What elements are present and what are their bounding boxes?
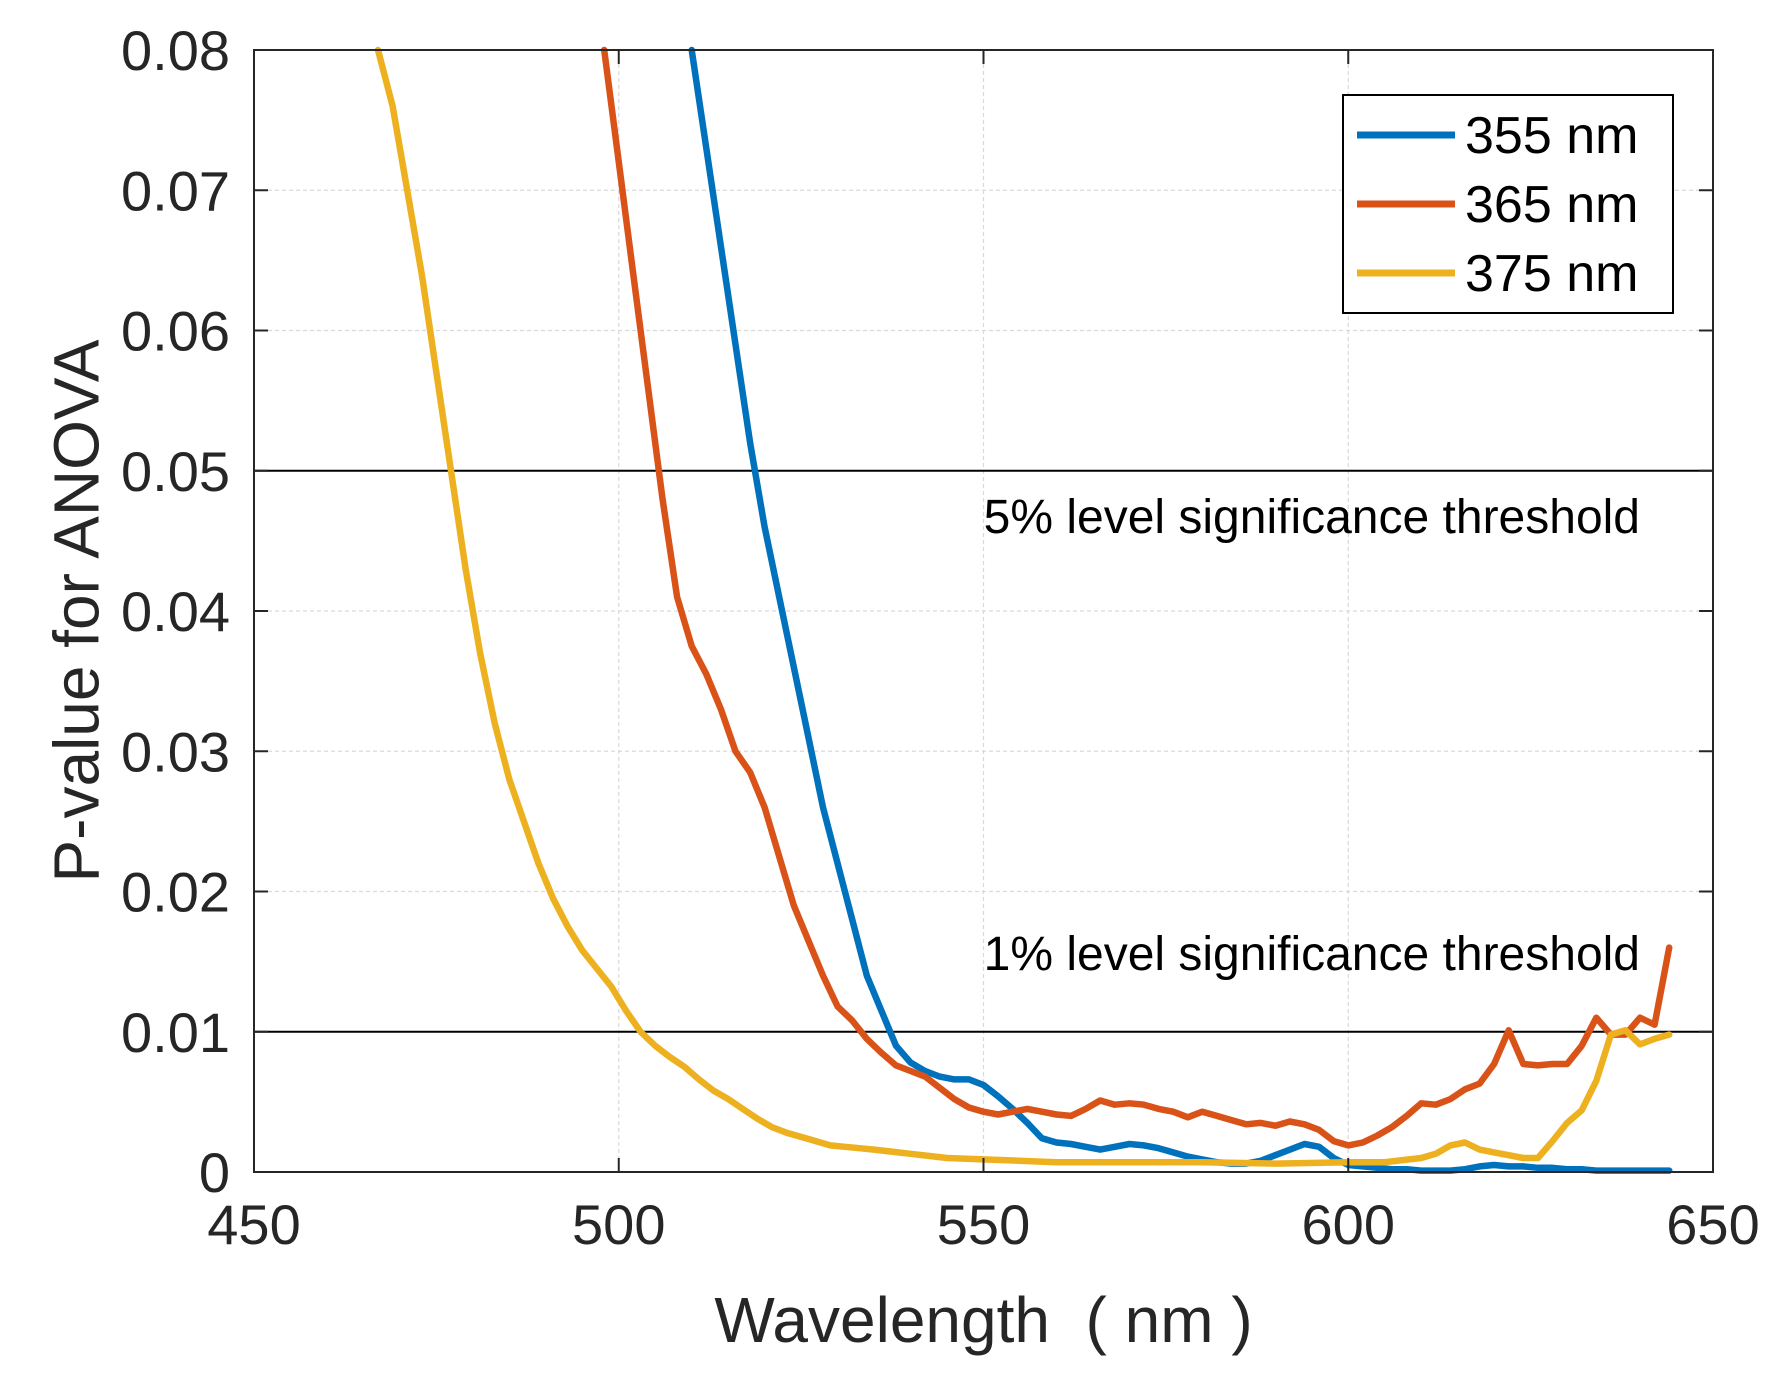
threshold-lines <box>254 469 1713 1033</box>
y-tick-label: 0 <box>199 1141 230 1204</box>
x-tick-label: 550 <box>937 1193 1030 1256</box>
y-tick-label: 0.03 <box>121 720 230 783</box>
y-tick-label: 0.08 <box>121 19 230 82</box>
y-tick-label: 0.04 <box>121 580 230 643</box>
axis-ticks <box>253 49 1714 1173</box>
x-tick-label: 650 <box>1666 1193 1759 1256</box>
x-tick-label: 450 <box>207 1193 300 1256</box>
y-tick-label: 0.06 <box>121 300 230 363</box>
y-tick-label: 0.07 <box>121 159 230 222</box>
y-axis-title: P-value for ANOVA <box>40 339 112 882</box>
x-axis-title: Wavelength ( nm ) <box>714 1284 1252 1356</box>
threshold-label: 1% level significance threshold <box>984 928 1640 981</box>
series-line-355-nm <box>688 46 1673 1174</box>
series-line-375-nm <box>374 46 1673 1167</box>
x-tick-label: 500 <box>572 1193 665 1256</box>
threshold-label: 5% level significance threshold <box>984 491 1640 544</box>
legend: 355 nm 365 nm 375 nm <box>1342 94 1674 314</box>
series-lines <box>374 46 1673 1174</box>
series-line-365-nm <box>600 46 1673 1149</box>
y-tick-label: 0.01 <box>121 1001 230 1064</box>
legend-label: 365 nm <box>1465 176 1638 234</box>
tick-labels: 450 500 550 600 650 0 0.01 0.02 0.03 0.04 0.05 0.06… <box>121 19 1760 1256</box>
legend-label: 375 nm <box>1465 245 1638 303</box>
threshold-annotations: 5% level significance threshold 1% level … <box>984 491 1640 981</box>
y-tick-label: 0.02 <box>121 861 230 924</box>
x-tick-label: 600 <box>1302 1193 1395 1256</box>
y-tick-label: 0.05 <box>121 440 230 503</box>
legend-label: 355 nm <box>1465 107 1638 165</box>
